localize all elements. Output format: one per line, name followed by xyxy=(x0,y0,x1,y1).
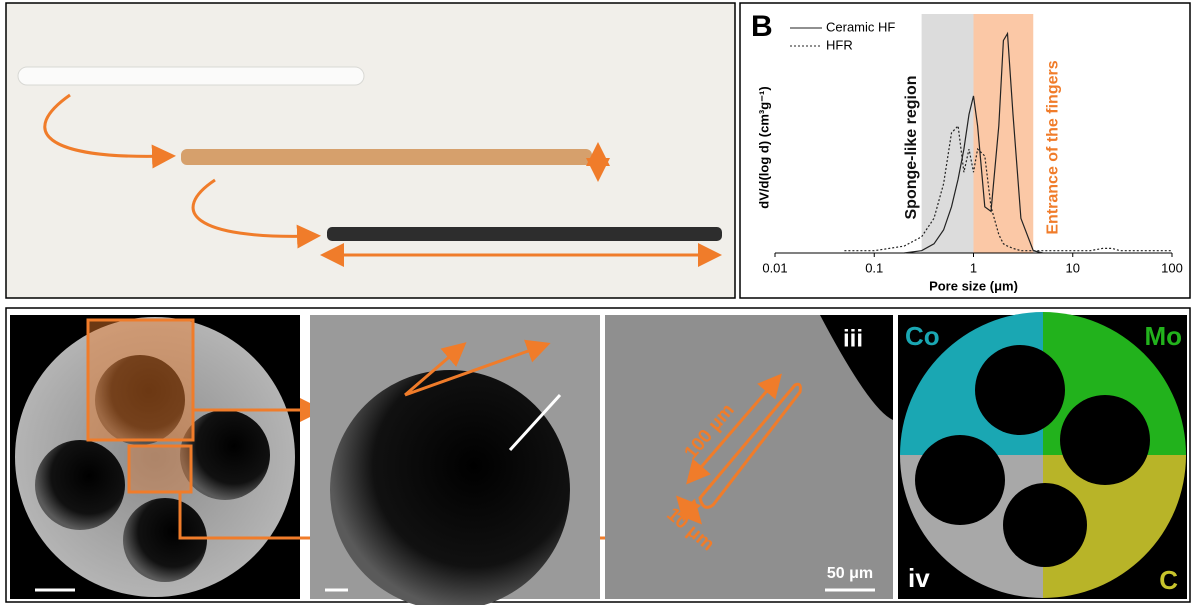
scale-bar-label: 50 μm xyxy=(827,565,873,582)
region-label: Entrance of the fingers xyxy=(1044,60,1061,234)
x-tick-label: 1 xyxy=(970,260,977,275)
chart-panel: B Sponge-like region Entrance of the fing… xyxy=(740,3,1190,298)
x-tick-label: 0.1 xyxy=(865,260,883,275)
element-label: Mo xyxy=(1144,321,1182,351)
element-label: Co xyxy=(905,321,940,351)
x-axis-label: Pore size (μm) xyxy=(929,278,1018,293)
legend-label: Ceramic HF xyxy=(826,19,895,34)
panel-label: B xyxy=(751,10,773,43)
panel-label: iii xyxy=(843,325,863,352)
figure: B Sponge-like region Entrance of the fing… xyxy=(0,0,1195,605)
region-label: Sponge-like region xyxy=(903,75,920,219)
x-tick-label: 100 xyxy=(1161,260,1183,275)
photo-panel xyxy=(6,3,735,298)
y-axis-label: dV/d(log d) (cm³g⁻¹) xyxy=(756,86,771,208)
micrograph-panel xyxy=(6,308,1190,605)
element-label: C xyxy=(1159,565,1178,595)
x-tick-label: 0.01 xyxy=(762,260,787,275)
x-tick-label: 10 xyxy=(1066,260,1080,275)
panel-label: iv xyxy=(908,563,930,593)
legend-label: HFR xyxy=(826,37,853,52)
